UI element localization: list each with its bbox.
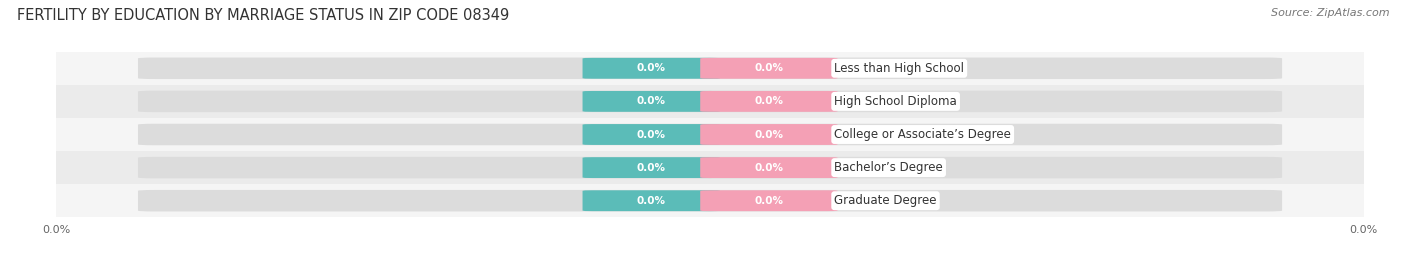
FancyBboxPatch shape [582,124,720,145]
Text: Less than High School: Less than High School [834,62,965,75]
Text: 0.0%: 0.0% [637,96,665,107]
FancyBboxPatch shape [582,190,720,211]
Bar [56,118,1364,151]
FancyBboxPatch shape [700,58,838,79]
Text: Source: ZipAtlas.com: Source: ZipAtlas.com [1271,8,1389,18]
Bar [56,85,1364,118]
Bar [56,151,1364,184]
FancyBboxPatch shape [700,124,838,145]
Text: 0.0%: 0.0% [637,162,665,173]
FancyBboxPatch shape [700,91,838,112]
Text: 0.0%: 0.0% [755,196,783,206]
FancyBboxPatch shape [700,190,838,211]
FancyBboxPatch shape [700,157,838,178]
FancyBboxPatch shape [582,91,720,112]
FancyBboxPatch shape [138,58,1282,79]
Text: High School Diploma: High School Diploma [834,95,957,108]
FancyBboxPatch shape [138,190,1282,211]
Text: 0.0%: 0.0% [637,63,665,73]
Bar [56,52,1364,85]
Text: 0.0%: 0.0% [637,129,665,140]
Text: Graduate Degree: Graduate Degree [834,194,936,207]
FancyBboxPatch shape [582,157,720,178]
FancyBboxPatch shape [138,91,1282,112]
Text: 0.0%: 0.0% [637,196,665,206]
Text: FERTILITY BY EDUCATION BY MARRIAGE STATUS IN ZIP CODE 08349: FERTILITY BY EDUCATION BY MARRIAGE STATU… [17,8,509,23]
FancyBboxPatch shape [582,58,720,79]
Text: 0.0%: 0.0% [755,162,783,173]
Text: Bachelor’s Degree: Bachelor’s Degree [834,161,943,174]
Text: 0.0%: 0.0% [755,96,783,107]
Text: College or Associate’s Degree: College or Associate’s Degree [834,128,1011,141]
FancyBboxPatch shape [138,157,1282,178]
Text: 0.0%: 0.0% [755,129,783,140]
Text: 0.0%: 0.0% [755,63,783,73]
Bar [56,184,1364,217]
FancyBboxPatch shape [138,124,1282,145]
